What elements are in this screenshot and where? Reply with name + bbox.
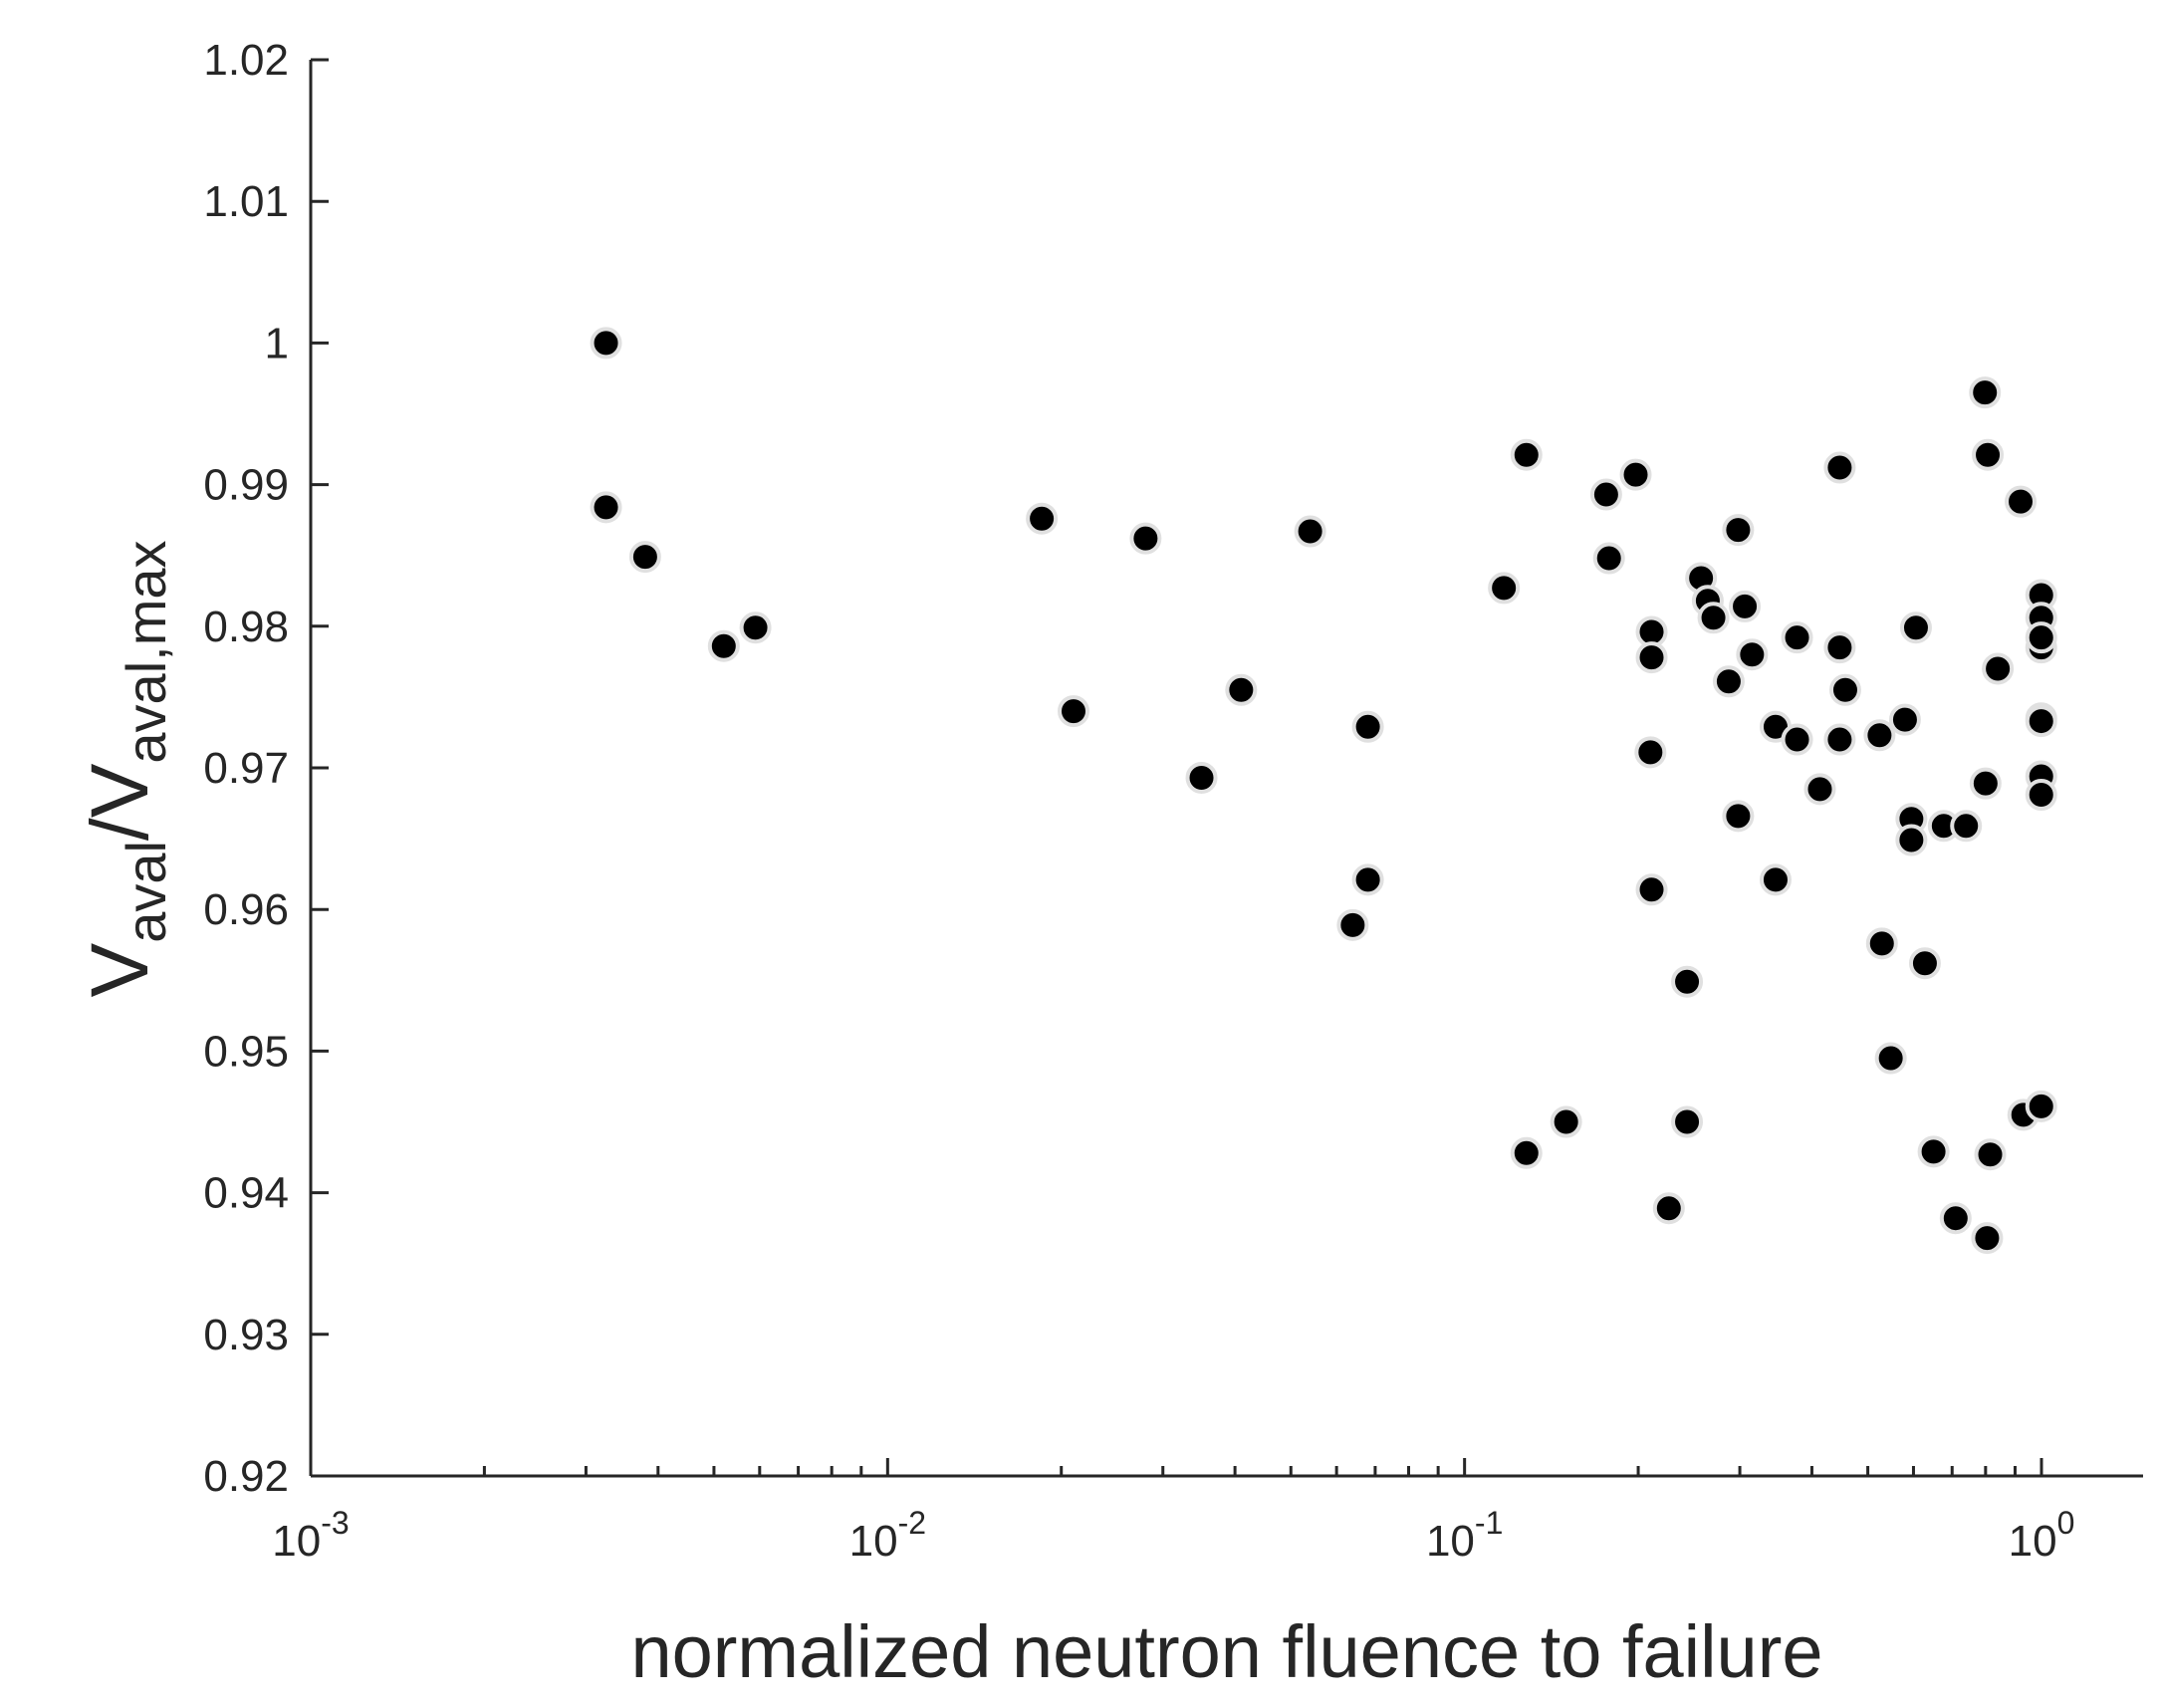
x-tick-label-base: 10 — [2009, 1517, 2057, 1566]
data-point — [1971, 1222, 2004, 1255]
data-point — [1781, 723, 1813, 756]
data-point — [1729, 590, 1762, 622]
data-point — [1225, 673, 1258, 706]
data-point — [1592, 542, 1625, 575]
y-axis-title: Vaval/Vaval,max — [75, 540, 177, 997]
data-point — [1823, 723, 1856, 756]
data-point — [2025, 621, 2057, 654]
data-point — [1895, 824, 1928, 856]
y-tick-label: 0.94 — [203, 1169, 289, 1218]
data-point — [1697, 602, 1730, 634]
y-axis-title-sep: /V — [75, 763, 165, 841]
data-point — [1619, 458, 1652, 491]
y-tick-label: 0.96 — [203, 885, 289, 934]
data-points — [590, 327, 2057, 1255]
y-tick-label: 0.93 — [203, 1311, 289, 1359]
data-point — [1488, 572, 1521, 605]
data-point — [1026, 502, 1059, 535]
data-point — [1972, 438, 2005, 471]
data-point — [1589, 478, 1622, 511]
data-point — [1294, 515, 1326, 548]
x-tick-label-exponent: -3 — [321, 1505, 349, 1541]
y-tick-label: 1 — [265, 319, 289, 367]
x-ticks: 10-3 10-2 10-1 100 — [272, 1458, 2074, 1566]
data-point — [2025, 1090, 2057, 1122]
data-point — [1634, 736, 1667, 769]
data-point — [1823, 451, 1856, 484]
data-point — [1712, 665, 1745, 698]
data-point — [1823, 631, 1856, 664]
x-tick-label-base: 10 — [272, 1517, 321, 1566]
data-point — [1917, 1135, 1950, 1168]
y-tick-label: 0.97 — [203, 744, 289, 793]
data-point — [1652, 1192, 1685, 1225]
data-point — [590, 327, 622, 360]
data-point — [1550, 1105, 1582, 1138]
y-tick-label: 0.98 — [203, 603, 289, 651]
x-axis-title: normalized neutron fluence to failure — [630, 1610, 1822, 1693]
data-point — [2025, 779, 2057, 812]
data-point — [1863, 719, 1896, 752]
y-tick-label: 1.02 — [203, 36, 289, 85]
data-point — [1969, 376, 2002, 409]
data-point — [628, 541, 661, 574]
x-tick-label: 10-2 — [849, 1505, 926, 1566]
data-point — [1803, 773, 1836, 806]
y-axis-title-sub2: aval,max — [115, 540, 177, 763]
x-tick-label-exponent: 0 — [2057, 1505, 2075, 1541]
data-point — [1908, 947, 1941, 980]
data-point — [1129, 522, 1162, 555]
data-point — [2005, 485, 2038, 518]
x-tick-label-base: 10 — [849, 1517, 898, 1566]
y-tick-label: 0.99 — [203, 461, 289, 510]
y-tick-label: 0.95 — [203, 1027, 289, 1076]
data-point — [707, 629, 740, 662]
x-tick-label: 10-1 — [1426, 1505, 1503, 1566]
data-point — [739, 611, 772, 644]
data-point — [1974, 1138, 2007, 1171]
x-tick-label: 10-3 — [272, 1505, 349, 1566]
data-point — [1969, 767, 2002, 800]
data-point — [1722, 514, 1755, 547]
y-ticks: 0.92 0.93 0.94 0.95 0.96 0.97 0.98 0.99 1 1.01 1.0… — [203, 36, 329, 1501]
x-tick-label-exponent: -1 — [1475, 1505, 1503, 1541]
x-tick-label-exponent: -2 — [898, 1505, 926, 1541]
data-point — [1828, 673, 1861, 706]
data-point — [1865, 927, 1898, 960]
data-point — [1057, 695, 1089, 728]
data-point — [1510, 1136, 1543, 1169]
data-point — [1185, 761, 1218, 794]
axes — [309, 60, 2143, 1478]
data-point — [1781, 621, 1813, 654]
data-point — [1888, 703, 1921, 736]
data-point — [2025, 705, 2057, 738]
data-point — [590, 491, 622, 524]
data-point — [1351, 863, 1384, 896]
data-point — [1635, 873, 1668, 906]
data-point — [1759, 863, 1792, 896]
data-point — [1736, 638, 1769, 671]
data-point — [1635, 641, 1668, 674]
data-point — [1939, 1202, 1972, 1235]
data-point — [1510, 438, 1543, 471]
y-axis-title-base: V — [75, 943, 165, 998]
data-point — [1982, 652, 2015, 685]
data-point — [1899, 611, 1932, 644]
data-point — [1874, 1042, 1907, 1075]
data-point — [1671, 965, 1704, 998]
y-axis-title-sub: aval — [115, 841, 177, 943]
data-point — [1722, 800, 1755, 833]
data-point — [1671, 1105, 1704, 1138]
x-tick-label: 100 — [2009, 1505, 2075, 1566]
data-point — [1336, 908, 1369, 941]
y-tick-label: 0.92 — [203, 1452, 289, 1501]
x-tick-label-base: 10 — [1426, 1517, 1475, 1566]
data-point — [1351, 710, 1384, 743]
data-point — [1950, 810, 1983, 843]
y-tick-label: 1.01 — [203, 177, 289, 226]
